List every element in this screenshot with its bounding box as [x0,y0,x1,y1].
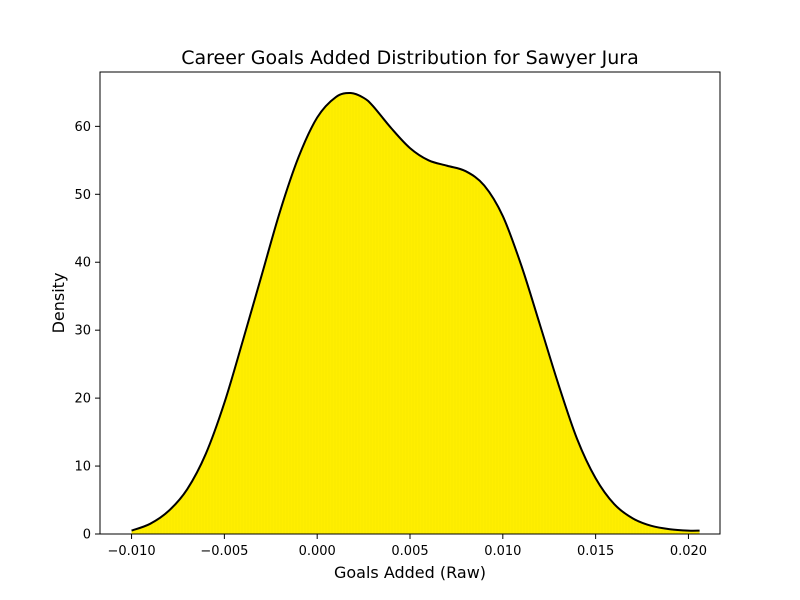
x-tick-label: 0.005 [391,544,428,559]
y-tick-label: 60 [74,120,91,135]
y-tick-label: 40 [74,256,91,271]
chart-title: Career Goals Added Distribution for Sawy… [181,47,639,69]
x-tick-label: −0.005 [200,544,248,559]
y-axis-label: Density [49,273,68,334]
x-tick-label: −0.010 [108,544,156,559]
x-tick-label: 0.010 [484,544,521,559]
y-tick-label: 10 [74,460,91,475]
density-curve [131,92,700,532]
x-axis: −0.010 −0.005 0.000 0.005 0.010 0.015 0.020 [108,534,707,559]
x-tick-label: 0.020 [670,544,707,559]
x-tick-label: 0.015 [577,544,614,559]
y-tick-label: 0 [83,528,91,543]
density-line [131,92,700,532]
x-tick-label: 0.000 [299,544,336,559]
x-axis-label: Goals Added (Raw) [334,563,486,582]
y-tick-label: 30 [74,324,91,339]
y-tick-label: 50 [74,188,91,203]
density-area [131,93,700,534]
y-tick-label: 20 [74,392,91,407]
y-axis: 0 10 20 30 40 50 60 [74,120,100,543]
